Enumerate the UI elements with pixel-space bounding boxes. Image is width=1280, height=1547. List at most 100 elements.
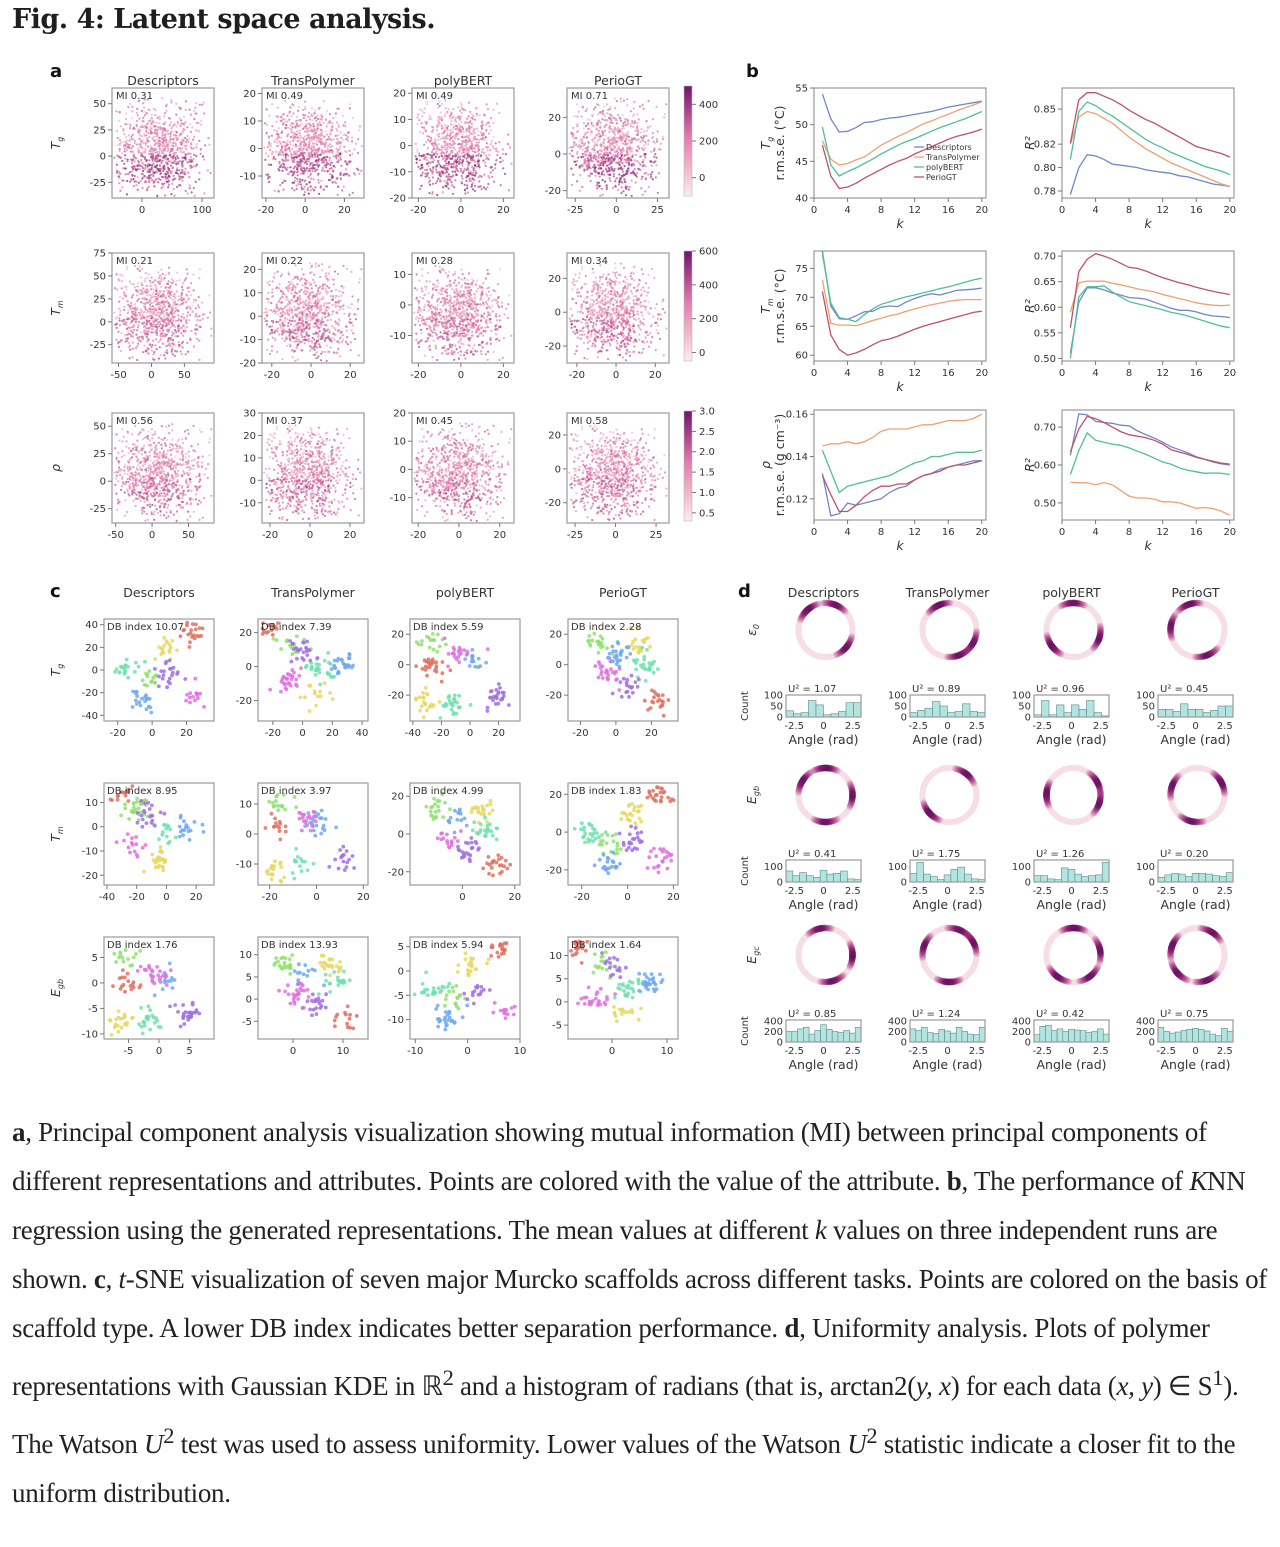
pca-point <box>325 166 328 169</box>
pca-point <box>346 343 349 346</box>
pca-point <box>476 150 479 153</box>
pca-point <box>265 314 268 317</box>
pca-point <box>148 135 151 139</box>
pca-point <box>277 133 280 136</box>
pca-point <box>189 160 193 163</box>
pca-point <box>604 158 607 161</box>
pca-point <box>298 178 301 181</box>
pca-point <box>650 150 653 153</box>
pca-point <box>639 168 642 171</box>
pca-point <box>471 150 474 153</box>
pca-point <box>609 105 612 108</box>
pca-point <box>150 327 153 330</box>
pca-point <box>641 161 644 164</box>
pca-point <box>656 130 659 133</box>
pca-point <box>179 107 182 110</box>
pca-point <box>128 171 131 174</box>
pca-point <box>594 106 597 109</box>
pca-point <box>288 110 291 113</box>
pca-point <box>184 301 187 304</box>
pca-point <box>313 273 316 276</box>
pca-point <box>494 167 497 170</box>
pca-point <box>461 177 464 180</box>
pca-point <box>321 298 325 301</box>
pca-point <box>291 139 294 142</box>
pca-point <box>147 152 150 155</box>
pca-point <box>490 140 493 143</box>
pca-point <box>475 138 479 141</box>
pca-point <box>501 159 504 162</box>
pca-point <box>296 168 299 171</box>
pca-point <box>184 326 187 329</box>
pca-point <box>446 127 449 130</box>
pca-point <box>147 273 150 276</box>
pca-point <box>620 186 623 189</box>
pca-point <box>314 117 317 120</box>
pca-point <box>163 305 167 308</box>
pca-point <box>192 165 195 168</box>
pca-point <box>119 142 122 145</box>
pca-point <box>165 139 168 142</box>
pca-point <box>605 103 609 106</box>
pca-point <box>314 321 317 325</box>
pca-point <box>644 140 647 143</box>
pca-point <box>474 107 478 110</box>
pca-point <box>332 117 335 120</box>
pca-point <box>139 151 143 155</box>
pca-point <box>145 159 148 162</box>
pca-point <box>273 272 276 275</box>
pca-point <box>638 147 641 150</box>
pca-point <box>306 160 309 163</box>
pca-point <box>344 160 347 163</box>
pca-point <box>121 280 124 283</box>
pca-point <box>449 133 452 136</box>
pca-point <box>291 170 294 173</box>
pca-point <box>314 109 317 112</box>
pca-point <box>342 286 345 289</box>
pca-point <box>471 188 474 191</box>
pca-point <box>142 120 145 123</box>
pca-point <box>133 165 136 168</box>
pca-point <box>421 115 424 118</box>
pca-point <box>467 153 470 156</box>
pca-point <box>326 122 329 125</box>
pca-point <box>127 172 130 175</box>
pca-point <box>330 177 333 180</box>
pca-point <box>655 156 658 159</box>
pca-point <box>154 151 157 154</box>
pca-point <box>628 145 631 148</box>
pca-point <box>155 309 158 312</box>
pca-point <box>271 336 274 339</box>
pca-point <box>327 312 330 315</box>
pca-point <box>595 128 598 131</box>
pca-point <box>160 137 163 140</box>
pca-point <box>440 154 443 157</box>
pca-point <box>123 147 126 150</box>
pca-point <box>185 307 188 310</box>
pca-point <box>305 119 308 122</box>
pca-point <box>651 178 654 181</box>
pca-point <box>446 167 449 170</box>
pca-point <box>576 150 579 153</box>
pca-point <box>452 146 455 149</box>
pca-point <box>646 126 649 129</box>
pca-point <box>188 187 191 190</box>
pca-point <box>305 149 308 152</box>
pca-point <box>630 158 633 162</box>
pca-point <box>427 181 430 184</box>
pca-point <box>457 170 460 173</box>
pca-point <box>623 178 626 181</box>
pca-point <box>635 149 638 152</box>
pca-point <box>340 136 343 139</box>
pca-point <box>446 143 449 146</box>
pca-point <box>601 193 604 196</box>
pca-point <box>166 289 169 292</box>
pca-point <box>136 147 139 150</box>
pca-point <box>175 162 178 165</box>
pca-point <box>118 345 121 349</box>
pca-point <box>162 290 165 293</box>
pca-point <box>179 326 182 330</box>
pca-point <box>612 186 615 189</box>
pca-point <box>299 158 302 161</box>
pca-point <box>486 186 489 189</box>
